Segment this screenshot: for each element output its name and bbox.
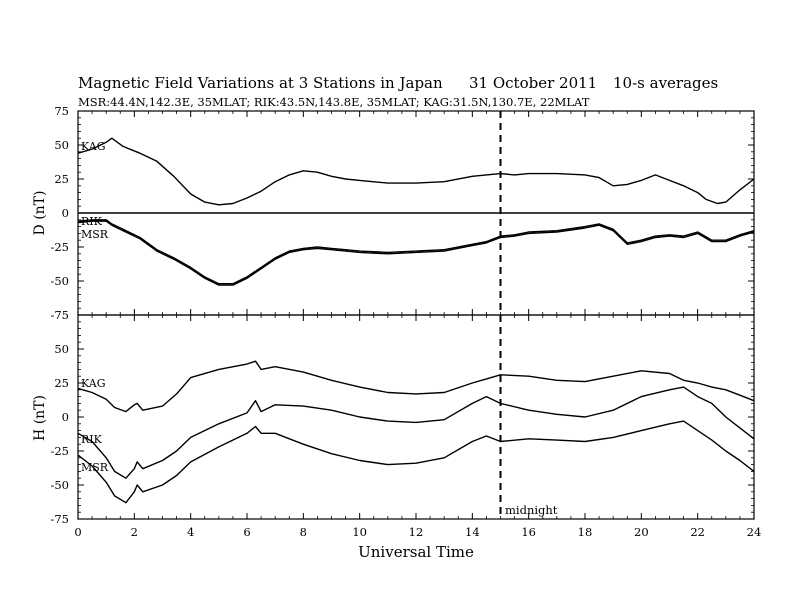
top-y-tick-label: 50 <box>54 138 69 152</box>
top-y-axis-label: D (nT) <box>32 191 48 236</box>
chart-title: Magnetic Field Variations at 3 Stations … <box>78 74 443 92</box>
x-tick-label: 20 <box>634 525 649 539</box>
chart-subtitle: MSR:44.4N,142.3E, 35MLAT; RIK:43.5N,143.… <box>78 95 590 109</box>
bottom-series-rik-label: RIK <box>81 433 103 446</box>
x-tick-label: 2 <box>131 525 138 539</box>
bottom-y-axis-label: H (nT) <box>32 395 48 441</box>
top-series-msr-label: MSR <box>81 228 109 241</box>
bottom-y-tick-label: 0 <box>62 410 69 424</box>
top-y-tick-label: -25 <box>50 240 69 254</box>
midnight-annotation: midnight <box>505 503 558 517</box>
x-tick-label: 4 <box>187 525 194 539</box>
top-series-rik-line <box>77 219 755 285</box>
top-y-tick-label: 25 <box>54 172 69 186</box>
bottom-y-tick-label: -50 <box>50 478 69 492</box>
x-tick-label: 12 <box>409 525 424 539</box>
x-tick-label: 10 <box>352 525 367 539</box>
x-tick-label: 6 <box>243 525 250 539</box>
bottom-y-tick-label: 50 <box>54 342 69 356</box>
x-tick-label: 24 <box>747 525 762 539</box>
top-series-kag-label: KAG <box>81 140 106 153</box>
x-tick-label: 22 <box>690 525 705 539</box>
bottom-series-msr-label: MSR <box>81 461 109 474</box>
top-y-tick-label: -75 <box>50 308 69 322</box>
bottom-y-tick-label: -25 <box>50 444 69 458</box>
bottom-series-msr-line <box>77 420 755 504</box>
chart-cadence: 10-s averages <box>613 74 718 92</box>
chart-date: 31 October 2011 <box>469 74 597 92</box>
top-y-tick-label: -50 <box>50 274 69 288</box>
top-y-tick-label: 0 <box>62 206 69 220</box>
x-axis-label: Universal Time <box>358 543 474 561</box>
bottom-series-kag-label: KAG <box>81 377 106 390</box>
bottom-series-kag-line <box>77 360 755 413</box>
bottom-y-tick-label: 25 <box>54 376 69 390</box>
x-tick-label: 16 <box>521 525 536 539</box>
bottom-y-tick-label: -75 <box>50 512 69 526</box>
top-series-msr-line <box>77 220 755 286</box>
x-tick-label: 0 <box>74 525 81 539</box>
bottom-plot-frame <box>77 314 755 520</box>
top-y-tick-label: 75 <box>54 104 69 118</box>
x-tick-label: 14 <box>465 525 480 539</box>
bottom-series-rik-line <box>77 386 755 479</box>
x-tick-label: 18 <box>578 525 593 539</box>
top-series-kag-line <box>77 137 755 206</box>
x-tick-label: 8 <box>300 525 307 539</box>
